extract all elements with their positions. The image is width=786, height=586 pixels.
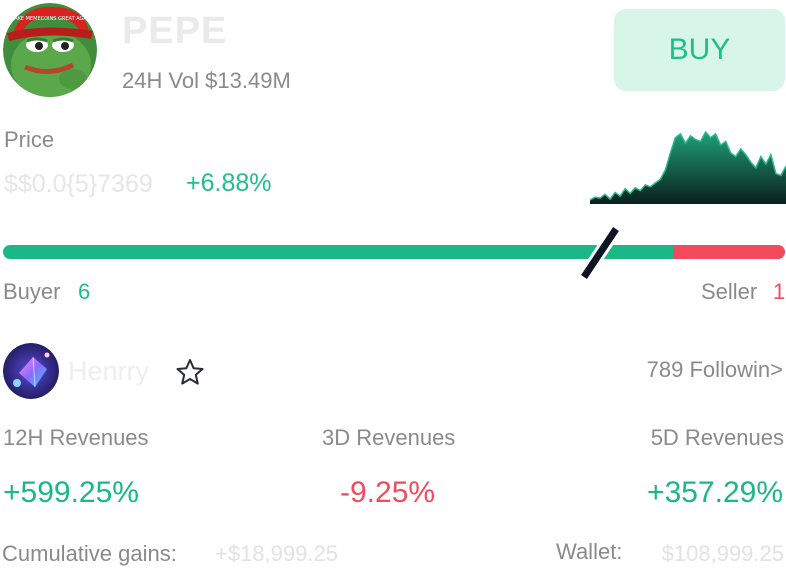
revenue-12h-label: 12H Revenues — [3, 425, 149, 450]
sparkline-area — [590, 132, 786, 204]
ratio-divider-slash — [578, 225, 622, 281]
buyer-label: Buyer — [3, 279, 61, 304]
revenue-3d-label: 3D Revenues — [322, 425, 456, 450]
following-link[interactable]: 789 Followin> — [646, 357, 783, 382]
revenue-12h-value: +599.25% — [3, 476, 139, 509]
cumulative-gains-label: Cumulative gains: — [2, 541, 177, 566]
crystal-avatar-icon[interactable] — [3, 343, 59, 399]
hat-text: MAKE MEMECOINS GREAT AGAIN — [10, 16, 92, 22]
revenue-5d-label: 5D Revenues — [650, 425, 784, 450]
price-value: $$0.0{5}7369 — [4, 170, 153, 198]
token-name: PEPE — [122, 10, 228, 52]
revenue-5d-value: +357.29% — [647, 476, 783, 509]
price-sparkline-chart — [590, 130, 786, 204]
buy-button[interactable]: BUY — [614, 9, 785, 91]
wallet-value: $108,999.25 — [661, 541, 784, 566]
buyer-seller-ratio-bar — [3, 245, 785, 259]
buyer-count: 6 — [78, 279, 91, 304]
seller-label: Seller — [701, 279, 758, 304]
price-label: Price — [4, 127, 55, 152]
trader-name[interactable]: Henrry — [68, 356, 150, 386]
seller-bar-segment — [673, 245, 785, 259]
buyer-bar-segment — [3, 245, 673, 259]
seller-count: 1 — [773, 279, 786, 304]
token-volume: 24H Vol $13.49M — [122, 68, 291, 93]
sparkline-line — [590, 130, 786, 201]
price-change: +6.88% — [186, 169, 272, 197]
pepe-frog-icon: MAKE MEMECOINS GREAT AGAIN — [3, 3, 97, 97]
revenue-3d-value: -9.25% — [340, 476, 436, 509]
star-outline-icon[interactable] — [174, 357, 206, 387]
wallet-label: Wallet: — [556, 539, 623, 564]
cumulative-gains-value: +$18,999.25 — [215, 541, 338, 566]
